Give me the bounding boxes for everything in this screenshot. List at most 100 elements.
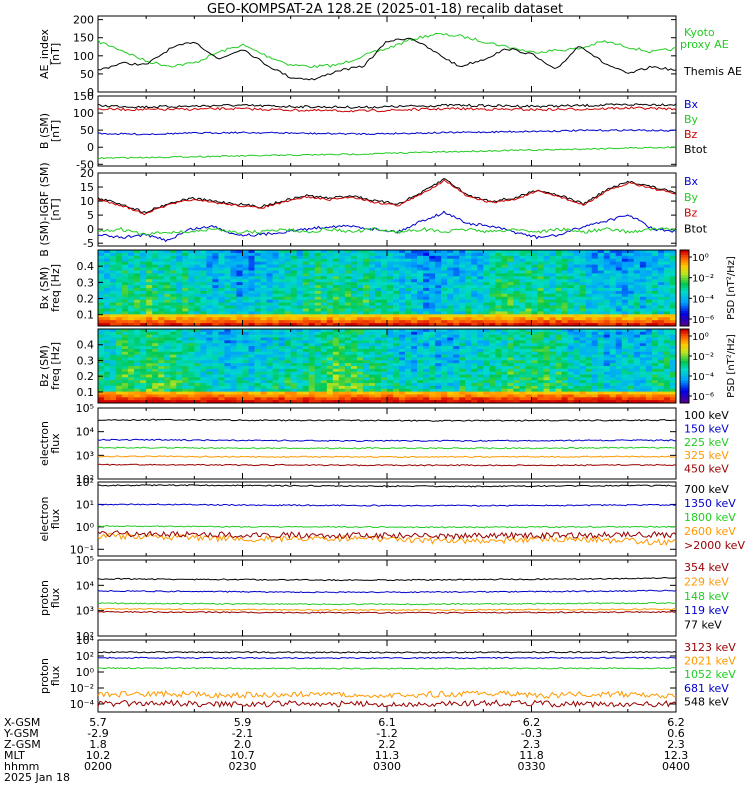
- heatmap-cell: [549, 255, 556, 260]
- heatmap-cell: [477, 334, 484, 338]
- heatmap-cell: [296, 346, 304, 350]
- heatmap-cell: [170, 279, 177, 283]
- heatmap-cell: [483, 314, 490, 318]
- heatmap-cell: [296, 337, 304, 341]
- heatmap-cell: [459, 258, 466, 263]
- heatmap-cell: [266, 273, 273, 277]
- heatmap-cell: [483, 388, 490, 393]
- heatmap-cell: [110, 380, 117, 384]
- heatmap-cell: [116, 346, 123, 350]
- heatmap-cell: [657, 250, 665, 254]
- heatmap-cell: [152, 279, 159, 283]
- heatmap-cell: [459, 261, 466, 266]
- heatmap-cell: [561, 348, 569, 353]
- heatmap-cell: [272, 397, 280, 401]
- heatmap-cell: [597, 273, 605, 277]
- heatmap-cell: [405, 348, 412, 353]
- heatmap-cell: [194, 255, 201, 260]
- heatmap-cell: [561, 290, 569, 295]
- heatmap-cell: [302, 308, 310, 312]
- heatmap-cell: [519, 285, 526, 289]
- heatmap-cell: [374, 252, 382, 257]
- heatmap-cell: [158, 354, 165, 358]
- heatmap-cell: [380, 385, 388, 390]
- heatmap-cell: [344, 343, 352, 347]
- heatmap-cell: [603, 250, 611, 254]
- heatmap-cell: [350, 288, 358, 292]
- heatmap-cell: [374, 368, 382, 373]
- heatmap-cell: [543, 317, 550, 321]
- heatmap-cell: [122, 337, 129, 341]
- heatmap-cell: [236, 250, 243, 254]
- heatmap-cell: [387, 250, 394, 254]
- heatmap-cell: [453, 261, 460, 266]
- heatmap-cell: [429, 290, 436, 295]
- heatmap-cell: [344, 374, 352, 378]
- heatmap-cell: [110, 302, 117, 306]
- heatmap-cell: [374, 329, 382, 333]
- heatmap-cell: [591, 320, 599, 324]
- heatmap-cell: [374, 288, 382, 292]
- heatmap-cell: [242, 288, 249, 292]
- heatmap-cell: [230, 343, 237, 347]
- heatmap-cell: [134, 388, 141, 393]
- heatmap-cell: [471, 374, 478, 378]
- heatmap-cell: [585, 357, 593, 361]
- heatmap-cell: [417, 334, 424, 338]
- heatmap-cell: [609, 377, 617, 381]
- heatmap-cell: [429, 282, 436, 286]
- heatmap-cell: [320, 368, 328, 373]
- heatmap-cell: [597, 377, 605, 381]
- heatmap-cell: [116, 261, 123, 266]
- heatmap-cell: [230, 258, 237, 263]
- heatmap-cell: [597, 400, 605, 404]
- heatmap-cell: [663, 279, 671, 283]
- heatmap-cell: [194, 279, 201, 283]
- heatmap-cell: [140, 258, 147, 263]
- heatmap-cell: [104, 264, 111, 268]
- heatmap-cell: [200, 317, 207, 321]
- heatmap-cell: [182, 282, 189, 286]
- heatmap-cell: [338, 296, 346, 301]
- heatmap-cell: [218, 288, 225, 292]
- heatmap-cell: [134, 366, 141, 370]
- heatmap-cell: [495, 302, 502, 306]
- heatmap-cell: [399, 276, 406, 280]
- heatmap-cell: [116, 288, 123, 292]
- colorbar-frame: [679, 249, 690, 327]
- heatmap-cell: [350, 279, 358, 283]
- heatmap-cell: [609, 317, 617, 321]
- heatmap-cell: [302, 311, 310, 315]
- heatmap-cell: [206, 311, 213, 315]
- heatmap-cell: [104, 385, 111, 390]
- heatmap-cell: [272, 293, 280, 298]
- heatmap-cell: [230, 334, 237, 338]
- y-axis-label: B (SM)-IGRF (SM): [38, 162, 51, 256]
- heatmap-cell: [242, 340, 249, 344]
- heatmap-cell: [549, 331, 556, 336]
- heatmap-cell: [507, 255, 514, 260]
- heatmap-cell: [350, 255, 358, 260]
- heatmap-cell: [188, 388, 195, 393]
- heatmap-cell: [513, 357, 520, 361]
- heatmap-cell: [212, 400, 219, 404]
- heatmap-cell: [537, 346, 544, 350]
- heatmap-cell: [447, 285, 454, 289]
- heatmap-cell: [338, 354, 346, 358]
- heatmap-cell: [537, 354, 544, 358]
- heatmap-cell: [609, 290, 617, 295]
- heatmap-cell: [128, 368, 135, 373]
- heatmap-cell: [585, 296, 593, 301]
- heatmap-cell: [302, 340, 310, 344]
- heatmap-cell: [128, 261, 135, 266]
- colorbar-tick-label: 10⁰: [692, 253, 709, 264]
- heatmap-cell: [128, 346, 135, 350]
- heatmap-cell: [417, 311, 424, 315]
- heatmap-cell: [567, 305, 575, 309]
- heatmap-cell: [411, 323, 418, 327]
- heatmap-cell: [435, 374, 442, 378]
- heatmap-cell: [236, 397, 243, 401]
- heatmap-cell: [501, 385, 508, 390]
- heatmap-cell: [98, 250, 105, 254]
- heatmap-cell: [272, 282, 280, 286]
